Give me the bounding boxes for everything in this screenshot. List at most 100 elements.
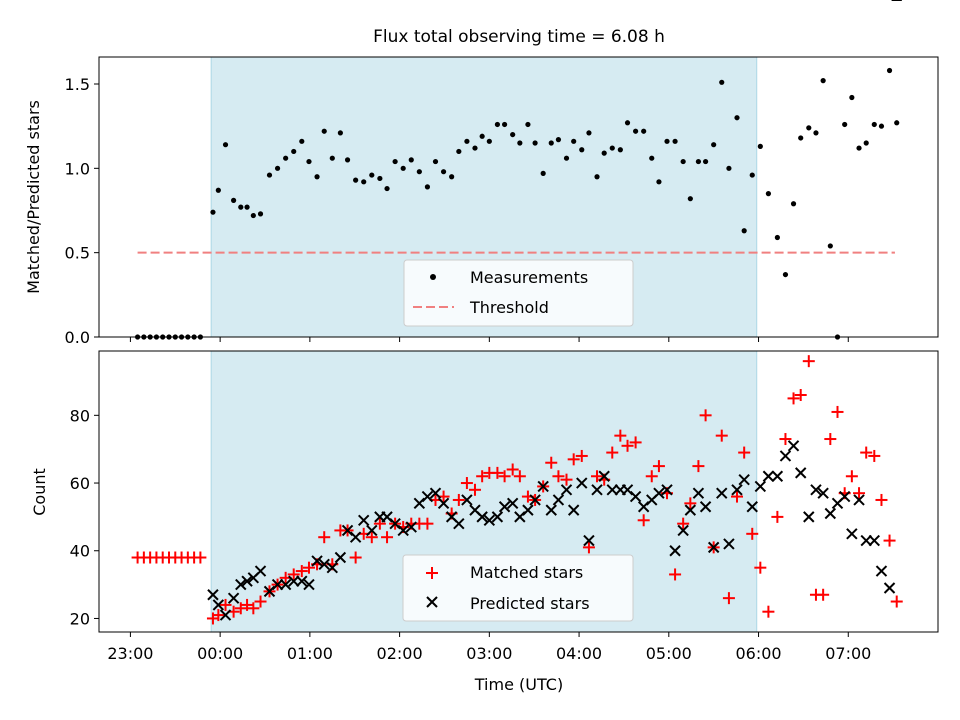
predicted-star-point-b xyxy=(817,487,829,499)
bottom-legend: Matched stars Predicted stars xyxy=(402,554,634,622)
predicted-star-point xyxy=(334,551,347,564)
matched-star-point xyxy=(738,446,751,459)
predicted-star-point xyxy=(560,484,573,496)
bottom-axes-frame xyxy=(98,350,939,633)
predicted-star-point-b xyxy=(491,511,504,523)
matched-star-point xyxy=(802,355,815,368)
matched-star-point xyxy=(890,595,903,608)
predicted-star-point xyxy=(787,440,800,452)
predicted-star-point-b xyxy=(437,497,450,510)
predicted-stars-points xyxy=(207,0,902,621)
predicted-star-point xyxy=(296,575,308,587)
x-tick-label: 03:00 xyxy=(466,644,512,663)
measurement-point xyxy=(344,157,351,163)
measurement-point xyxy=(749,172,755,178)
measurement-point xyxy=(571,138,577,144)
predicted-star-point-b xyxy=(576,477,588,489)
predicted-star-point xyxy=(653,487,665,499)
top-y-tick-label: 1.5 xyxy=(65,75,90,94)
predicted-star-point-b xyxy=(483,514,496,526)
top-x-ticks xyxy=(129,337,849,342)
matched-star-point xyxy=(853,487,866,500)
matched-star-point xyxy=(831,405,844,418)
predicted-star-point-b xyxy=(381,511,393,523)
predicted-star-point xyxy=(629,490,642,503)
measurement-point xyxy=(849,94,855,101)
matched-star-point xyxy=(621,439,634,452)
predicted-star-point-b xyxy=(731,484,743,496)
predicted-star-point xyxy=(771,470,784,482)
predicted-star-point xyxy=(838,490,851,503)
matched-star-point xyxy=(817,588,830,601)
predicted-star-point-b xyxy=(469,504,481,516)
x-tick-label: 07:00 xyxy=(825,644,871,663)
matched-star-point xyxy=(560,473,573,486)
predicted-star-point-b xyxy=(334,551,347,564)
predicted-star-point-b xyxy=(692,487,705,499)
bottom-y-tick-label: 40 xyxy=(70,542,90,561)
measurement-point xyxy=(314,174,320,180)
predicted-star-point xyxy=(731,484,743,496)
predicted-star-point xyxy=(762,470,775,482)
bottom-y-tick-label: 80 xyxy=(70,406,90,425)
predicted-star-point-b xyxy=(445,511,458,523)
predicted-star-point xyxy=(318,558,330,570)
legend-matched-label: Matched stars xyxy=(470,563,583,582)
predicted-star-point-b xyxy=(810,484,822,496)
predicted-star-point xyxy=(810,484,822,496)
measurement-point xyxy=(472,145,478,151)
predicted-star-point xyxy=(537,480,549,493)
matched-star-point xyxy=(794,389,807,402)
matched-star-point xyxy=(365,531,378,544)
measurement-point xyxy=(222,142,229,148)
predicted-star-point xyxy=(219,609,232,621)
matched-star-point xyxy=(614,429,627,442)
bottom-legend-box xyxy=(402,554,634,622)
predicted-star-point xyxy=(212,599,225,611)
predicted-star-point xyxy=(723,538,735,550)
top-y-tick-label: 1.0 xyxy=(65,159,90,178)
predicted-star-point-b xyxy=(762,470,775,482)
matched-star-point xyxy=(241,598,254,611)
predicted-star-point-b xyxy=(621,484,634,496)
measurement-point xyxy=(757,143,763,149)
measurement-point xyxy=(856,145,862,151)
matched-star-point xyxy=(295,565,308,578)
measurement-point xyxy=(353,177,359,183)
predicted-star-point xyxy=(522,504,534,516)
predicted-star-point-b xyxy=(661,484,673,496)
measurement-point xyxy=(649,155,655,161)
matched-star-point xyxy=(373,517,386,530)
predicted-star-point xyxy=(591,484,603,496)
measurement-point xyxy=(384,185,390,192)
predicted-star-point-b xyxy=(303,578,315,591)
predicted-star-point xyxy=(598,470,610,482)
bottom-x-ticks: 23:00 00:00 01:00 02:00 03:00 04:00 05:00 06:00… xyxy=(107,632,871,663)
matched-star-point xyxy=(692,460,705,473)
top-legend-box xyxy=(403,259,634,327)
predicted-star-point xyxy=(241,575,253,587)
measurement-point xyxy=(695,158,702,165)
predicted-star-point xyxy=(529,494,541,506)
predicted-star-point-b xyxy=(429,487,442,499)
predicted-star-point xyxy=(545,504,557,516)
predicted-star-point-b xyxy=(254,565,267,577)
predicted-star-point-b xyxy=(498,501,511,513)
predicted-star-point-b xyxy=(629,490,642,503)
matched-star-point xyxy=(824,433,837,446)
measurement-point xyxy=(641,128,647,134)
measurement-point xyxy=(806,125,812,131)
measurement-point xyxy=(510,131,516,138)
measurement-point xyxy=(894,120,900,126)
measurement-point xyxy=(329,155,335,161)
measurement-point xyxy=(517,140,523,146)
predicted-star-point-b xyxy=(803,511,815,523)
measurement-point xyxy=(579,147,585,153)
predicted-star-point-b xyxy=(567,504,580,516)
matched-star-point xyxy=(883,534,896,547)
predicted-star-point-b xyxy=(883,582,896,594)
predicted-star-point-b xyxy=(212,599,225,611)
matched-star-point xyxy=(254,595,267,608)
top-legend: Measurements Threshold xyxy=(403,259,634,327)
matched-star-point xyxy=(771,510,784,523)
